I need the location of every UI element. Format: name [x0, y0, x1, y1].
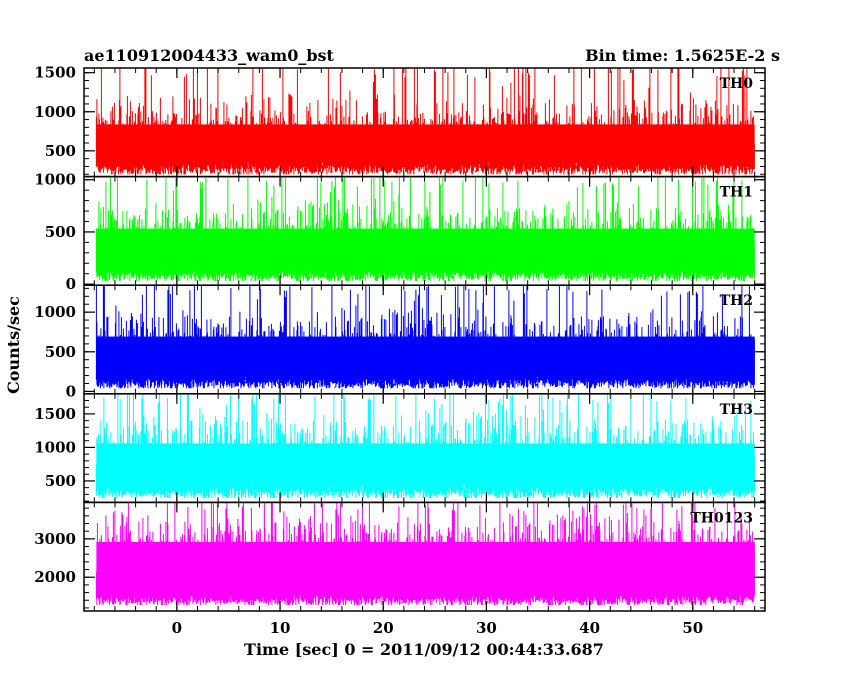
panel-label-th0123: TH0123: [690, 510, 753, 526]
series-core-th0: [96, 124, 755, 163]
x-axis: 0 10 20 30 40 50: [172, 619, 704, 637]
y-tick-label: 1500: [34, 64, 76, 82]
series-core-th1: [96, 228, 755, 270]
x-tick-label: 30: [476, 619, 497, 637]
y-tick-label: 500: [45, 142, 76, 160]
y-tick-label: 1000: [34, 303, 76, 321]
series-core-th3: [96, 443, 755, 485]
panel-th1: 0 500 1000 TH1: [34, 171, 766, 293]
x-axis-label: Time [sec] 0 = 2011/09/12 00:44:33.687: [244, 640, 604, 659]
panel-label-th1: TH1: [720, 185, 753, 201]
panel-label-th3: TH3: [720, 402, 753, 418]
bin-time-label: Bin time: 1.5625E-2 s: [585, 46, 780, 65]
y-tick-label: 500: [45, 343, 76, 361]
y-tick-label: 1000: [34, 103, 76, 121]
panel-th2: 0 500 1000 TH2: [34, 284, 766, 400]
x-tick-label: 0: [172, 619, 182, 637]
y-tick-label: 1000: [34, 171, 76, 189]
y-tick-label: 1000: [34, 438, 76, 456]
y-axis-label: Counts/sec: [4, 296, 23, 394]
x-tick-label: 40: [579, 619, 600, 637]
panel-th0: 500 1000 1500 TH0: [34, 64, 766, 178]
y-tick-label: 500: [45, 472, 76, 490]
y-tick-label: 3000: [34, 530, 76, 548]
series-core-th0123: [96, 541, 755, 594]
panel-label-th0: TH0: [720, 76, 754, 92]
y-tick-label: 0: [66, 275, 76, 293]
x-tick-label: 50: [682, 619, 703, 637]
panel-th0123: 2000 3000 TH0123: [34, 501, 766, 612]
y-tick-label: 0: [66, 382, 76, 400]
y-tick-label: 1500: [34, 405, 76, 423]
panels: 500 1000 1500 TH0 0 500 1000 TH1 0 500 1000 TH2 500 1…: [34, 64, 766, 612]
panel-label-th2: TH2: [720, 293, 753, 309]
y-tick-label: 2000: [34, 568, 76, 586]
series-core-th2: [96, 336, 755, 377]
chart-title: ae110912004433_wam0_bst: [84, 46, 335, 65]
panel-th3: 500 1000 1500 TH3: [34, 393, 766, 504]
x-tick-label: 20: [373, 619, 394, 637]
x-tick-label: 10: [270, 619, 291, 637]
y-tick-label: 500: [45, 223, 76, 241]
